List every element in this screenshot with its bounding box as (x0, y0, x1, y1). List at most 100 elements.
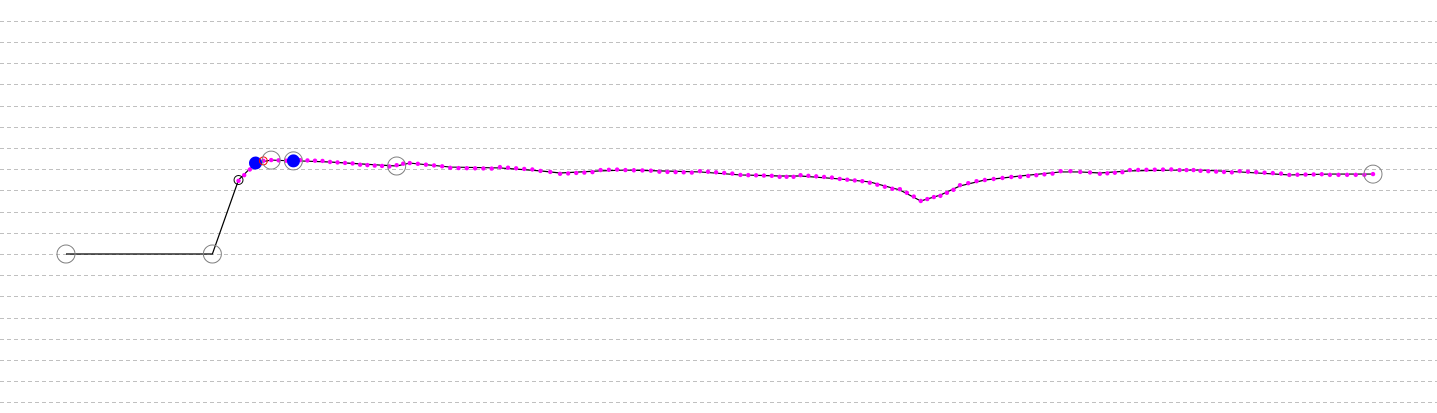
sample-point (1097, 171, 1103, 177)
sample-point (481, 166, 486, 171)
sample-point (1017, 174, 1023, 179)
sample-point (1120, 170, 1125, 175)
trajectory-line (66, 159, 1373, 255)
sample-point (372, 163, 377, 168)
sample-point (1319, 172, 1324, 177)
sample-point (268, 157, 274, 163)
sample-point (713, 170, 719, 175)
sample-point (489, 166, 494, 171)
sample-point (1336, 172, 1341, 178)
key-markers[interactable] (56, 150, 1383, 264)
sample-point (1160, 167, 1166, 172)
sample-point (665, 169, 670, 175)
sample-point (1327, 172, 1333, 178)
sample-point (1050, 171, 1055, 176)
sample-point (464, 165, 470, 171)
sample-point (673, 169, 678, 175)
sample-point (1344, 172, 1350, 178)
sample-point (1087, 170, 1093, 175)
sample-point (860, 178, 865, 184)
selected-point[interactable] (249, 156, 263, 170)
sample-point (565, 171, 571, 176)
sample-point (1169, 167, 1174, 172)
sample-point (925, 196, 930, 202)
selected-point[interactable] (286, 154, 300, 168)
sample-point (1213, 169, 1219, 174)
sample-point (623, 167, 628, 173)
sample-point (777, 174, 782, 179)
sample-point (415, 161, 421, 167)
waypoint-marker[interactable] (387, 156, 407, 176)
sample-point (590, 169, 595, 175)
waypoint-marker-small[interactable] (233, 175, 244, 186)
sample-point (448, 165, 453, 171)
sample-point (312, 158, 318, 163)
sample-point (379, 163, 385, 169)
sample-point (1177, 167, 1182, 173)
sample-point (522, 166, 527, 172)
sample-point (882, 184, 888, 189)
sample-point (1000, 175, 1005, 181)
sample-point (247, 167, 253, 172)
grid-lines (0, 21, 1437, 403)
sample-point (513, 166, 519, 171)
sample-point (697, 168, 703, 174)
sample-point (918, 198, 923, 204)
sample-point (931, 194, 937, 200)
sample-point (991, 176, 996, 182)
sample-point (574, 170, 579, 176)
sample-point (1295, 172, 1300, 177)
sample-point (938, 193, 943, 199)
sample-point (1206, 169, 1211, 174)
sample-point (431, 163, 437, 168)
waypoint-marker[interactable] (202, 244, 222, 264)
sample-point (1278, 171, 1284, 176)
sample-point (1078, 169, 1083, 175)
sample-point (241, 172, 247, 178)
sample-point (689, 170, 694, 175)
sample-point (1042, 172, 1047, 177)
sample-point (829, 175, 835, 180)
sample-point (761, 173, 767, 178)
sample-point (505, 165, 511, 170)
sample-point (497, 164, 503, 170)
sample-point (821, 174, 827, 180)
waypoint-marker[interactable] (283, 151, 303, 171)
sample-point (582, 170, 587, 175)
sample-point (1221, 169, 1227, 175)
sample-point (705, 169, 711, 174)
sample-point (957, 182, 963, 188)
sample-point (852, 178, 857, 183)
sample-point (966, 180, 971, 186)
sample-point (1270, 170, 1275, 176)
waypoint-marker[interactable] (261, 150, 281, 170)
sample-point (798, 172, 803, 178)
waypoint-marker[interactable] (1363, 164, 1383, 184)
sample-point (548, 169, 553, 175)
sample-point (1068, 168, 1073, 174)
sample-point (845, 177, 850, 182)
sample-point (1144, 167, 1149, 173)
sample-point (407, 160, 412, 166)
sample-point (1245, 169, 1251, 174)
sample-point (1127, 167, 1133, 173)
sample-point (784, 174, 789, 179)
sample-point (327, 159, 333, 165)
sample-point (365, 162, 370, 168)
sample-point (472, 166, 478, 171)
sample-point (598, 167, 603, 173)
sample-point (1262, 170, 1267, 175)
sample-point (350, 161, 355, 166)
sample-point (1034, 172, 1039, 178)
sample-point (1112, 170, 1118, 175)
sample-point (439, 164, 445, 169)
sample-point (911, 194, 917, 199)
waypoint-marker[interactable] (56, 244, 76, 264)
sample-point (951, 187, 956, 192)
sample-point (557, 171, 563, 177)
sample-point (867, 180, 873, 185)
sample-point (1135, 167, 1141, 173)
sample-point (538, 168, 543, 174)
sample-point (1237, 168, 1242, 174)
